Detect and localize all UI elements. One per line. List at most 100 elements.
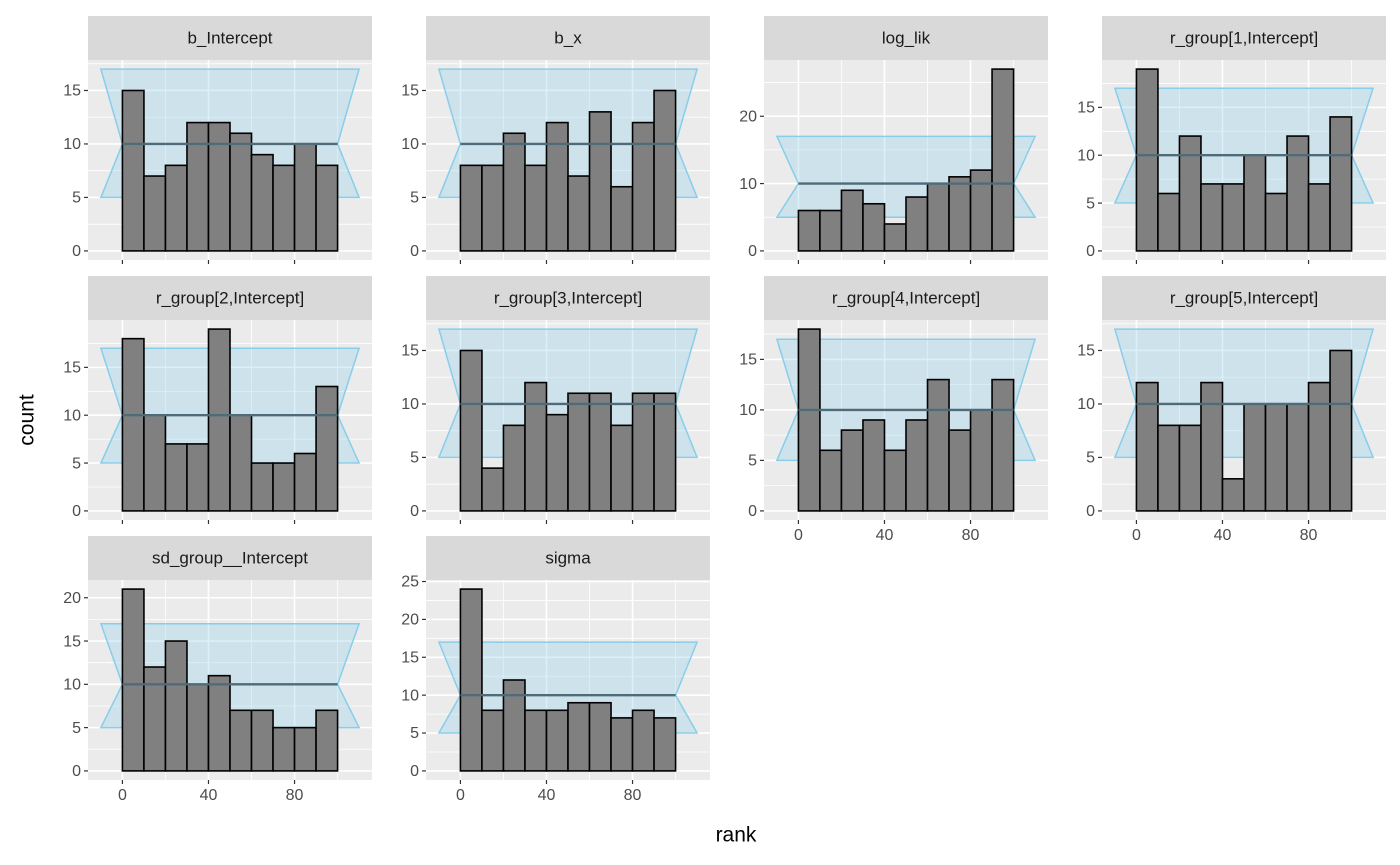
bar: [1286, 135, 1310, 252]
y-tick-label: 0: [410, 763, 419, 780]
bar: [1286, 403, 1310, 512]
y-tick-label: 0: [72, 503, 81, 520]
bar: [631, 121, 655, 252]
bar: [1243, 403, 1267, 512]
bar: [524, 164, 548, 252]
strip: [88, 16, 372, 60]
bar: [969, 409, 993, 512]
bar: [315, 385, 339, 512]
bar: [545, 709, 569, 772]
bar: [883, 223, 907, 252]
x-tick-label: 80: [286, 787, 304, 804]
x-tick-label: 0: [794, 527, 803, 544]
y-tick-label: 5: [72, 720, 81, 737]
x-tick-label: 0: [456, 787, 465, 804]
strip: [1102, 276, 1386, 320]
bar: [797, 209, 821, 252]
y-tick-label: 0: [410, 243, 419, 260]
y-tick-label: 5: [748, 453, 757, 470]
bar: [186, 683, 210, 772]
x-tick-label: 40: [876, 527, 894, 544]
bar: [545, 121, 569, 252]
y-tick-label: 5: [410, 450, 419, 467]
bar: [588, 392, 612, 512]
y-tick-label: 10: [1077, 147, 1095, 164]
y-tick-label: 15: [739, 352, 757, 369]
y-tick-label: 10: [1077, 396, 1095, 413]
bar: [567, 175, 591, 252]
y-tick-label: 0: [748, 243, 757, 260]
bar: [272, 462, 296, 512]
bar: [250, 462, 274, 512]
bar: [143, 175, 167, 252]
strip-label: r_group[3,Intercept]: [494, 288, 642, 307]
bar: [545, 413, 569, 512]
y-tick-label: 5: [410, 725, 419, 742]
y-tick-label: 15: [401, 649, 419, 666]
y-tick-label: 15: [63, 360, 81, 377]
bar: [1329, 116, 1353, 252]
bar: [1200, 183, 1224, 252]
bar: [926, 378, 950, 512]
y-tick-label: 0: [1086, 503, 1095, 520]
bar: [315, 709, 339, 772]
bar: [1307, 381, 1331, 512]
bar: [502, 679, 526, 772]
y-tick-label: 5: [72, 455, 81, 472]
bar: [272, 726, 296, 772]
bar: [481, 709, 505, 772]
bar: [1221, 183, 1245, 252]
bar: [481, 164, 505, 252]
y-tick-label: 15: [401, 83, 419, 100]
bar: [948, 429, 972, 512]
strip: [88, 536, 372, 580]
strip-label: r_group[1,Intercept]: [1170, 28, 1318, 47]
bar: [250, 709, 274, 772]
y-tick-label: 5: [1086, 195, 1095, 212]
bar: [1329, 349, 1353, 512]
bar: [905, 196, 929, 252]
bar: [293, 452, 317, 512]
bar: [229, 132, 253, 252]
y-tick-label: 10: [401, 396, 419, 413]
bar: [459, 349, 483, 512]
bar: [207, 328, 231, 512]
y-tick-label: 0: [748, 503, 757, 520]
bar: [1307, 183, 1331, 252]
bar: [797, 328, 821, 512]
x-tick-label: 0: [118, 787, 127, 804]
bar: [1200, 381, 1224, 512]
bar: [164, 164, 188, 252]
bar: [293, 726, 317, 772]
strip: [1102, 16, 1386, 60]
x-tick-label: 0: [1132, 527, 1141, 544]
bar: [121, 89, 145, 252]
strip: [426, 16, 710, 60]
bar: [567, 701, 591, 772]
bar: [272, 164, 296, 252]
strip-label: b_Intercept: [187, 28, 272, 47]
bar: [1243, 154, 1267, 252]
y-tick-label: 15: [63, 83, 81, 100]
bar: [588, 111, 612, 252]
bar: [610, 424, 634, 512]
bar: [207, 674, 231, 772]
y-tick-label: 10: [63, 677, 81, 694]
bar: [502, 424, 526, 512]
bar: [948, 176, 972, 252]
bar: [143, 666, 167, 772]
y-tick-label: 0: [1086, 243, 1095, 260]
y-tick-label: 25: [401, 574, 419, 591]
bar: [293, 143, 317, 252]
bar: [1135, 381, 1159, 512]
y-tick-label: 5: [72, 190, 81, 207]
y-tick-label: 20: [739, 108, 757, 125]
bar: [653, 392, 677, 512]
bar: [840, 189, 864, 252]
bar: [588, 701, 612, 772]
bar: [653, 717, 677, 772]
bar: [1135, 68, 1159, 252]
bar: [991, 68, 1015, 252]
y-tick-label: 15: [401, 343, 419, 360]
